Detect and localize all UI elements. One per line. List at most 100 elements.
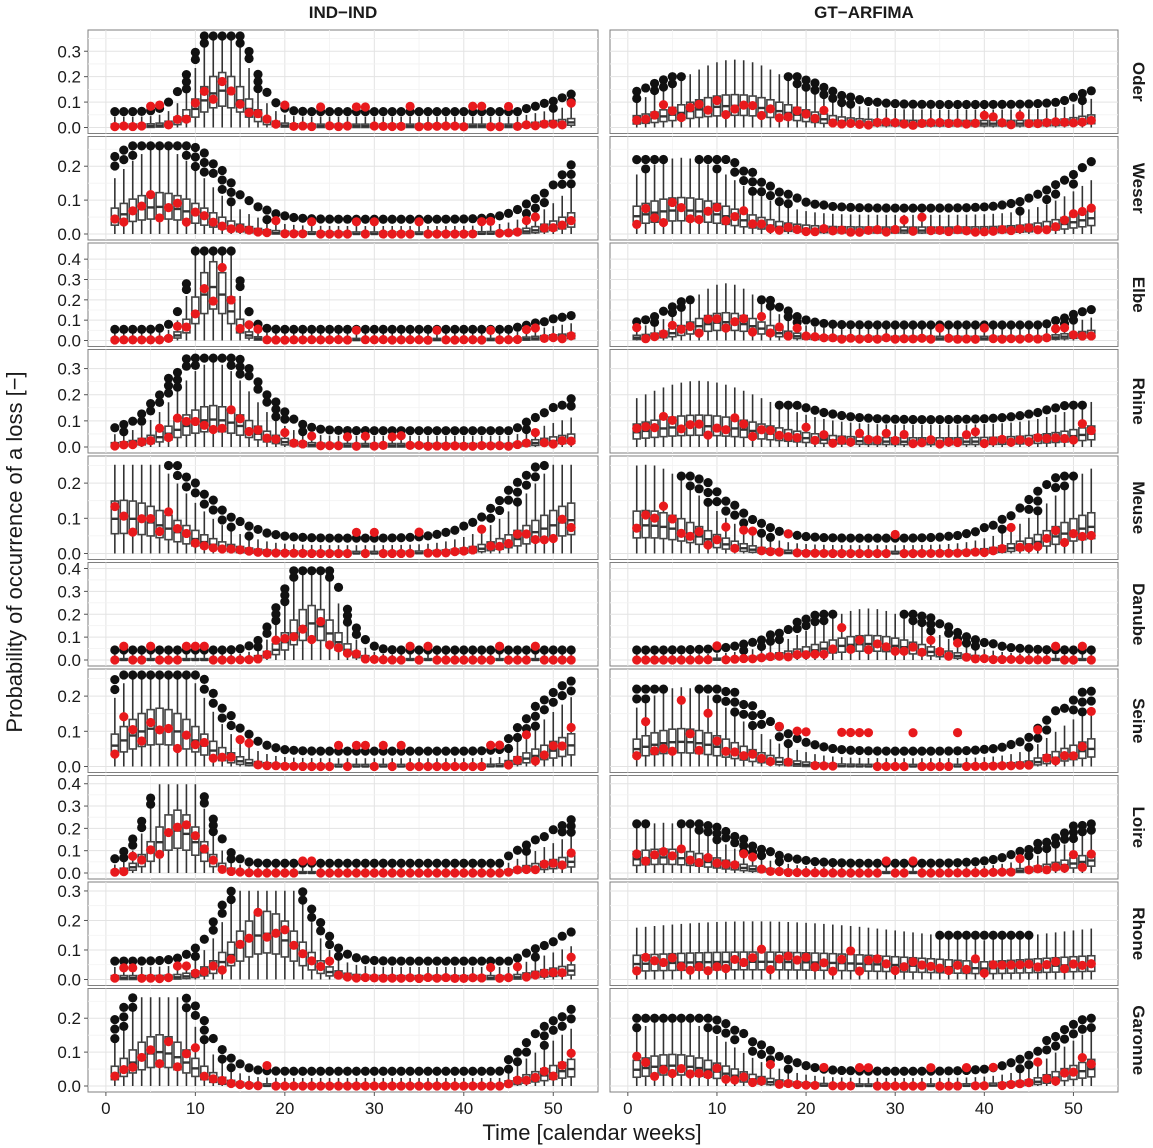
observed-point — [1059, 863, 1070, 873]
outlier-point — [342, 949, 353, 959]
outlier-point — [863, 533, 874, 543]
observed-point — [667, 851, 677, 861]
outlier-point — [226, 886, 236, 896]
outlier-point — [566, 927, 576, 937]
observed-point — [783, 529, 793, 539]
outlier-point — [110, 645, 120, 655]
outlier-point — [172, 670, 183, 680]
observed-point — [1042, 865, 1052, 875]
outlier-point — [1068, 695, 1079, 705]
outlier-point — [944, 203, 954, 213]
outlier-point — [756, 295, 767, 305]
outlier-point — [128, 141, 138, 151]
y-tick-label: 0.3 — [57, 271, 81, 290]
observed-point — [137, 121, 147, 131]
observed-point — [262, 335, 272, 345]
observed-point — [801, 868, 811, 878]
y-tick-label: 0.2 — [57, 819, 81, 838]
outlier-point — [970, 527, 981, 537]
outlier-point — [316, 926, 326, 936]
observed-point — [396, 973, 406, 983]
outlier-point — [378, 107, 388, 117]
observed-point — [730, 317, 740, 327]
observed-point — [208, 94, 218, 104]
observed-point — [387, 335, 397, 345]
observed-point — [846, 227, 856, 237]
outlier-point — [530, 835, 540, 845]
outlier-point — [253, 384, 263, 394]
outlier-point — [649, 317, 660, 327]
observed-point — [459, 229, 469, 239]
outlier-point — [271, 743, 281, 753]
observed-point — [289, 229, 299, 239]
outlier-point — [935, 414, 945, 425]
observed-point — [324, 868, 335, 878]
observed-point — [217, 221, 227, 231]
outlier-point — [944, 414, 954, 425]
outlier-point — [566, 160, 576, 170]
observed-point — [801, 548, 811, 558]
observed-point — [899, 429, 909, 440]
panel-rhone-left: 0.00.10.20.3 — [57, 881, 599, 990]
outlier-point — [235, 362, 245, 372]
outlier-point — [872, 533, 882, 543]
observed-point — [1086, 655, 1096, 665]
outlier-point — [503, 645, 514, 655]
observed-point — [235, 323, 245, 334]
outlier-point — [190, 943, 200, 953]
outlier-point — [217, 908, 227, 918]
outlier-point — [846, 92, 856, 102]
outlier-point — [739, 709, 749, 719]
y-tick-label: 0.1 — [57, 628, 81, 647]
observed-point — [378, 740, 388, 750]
observed-point — [952, 225, 963, 235]
outlier-point — [792, 530, 802, 540]
observed-point — [342, 229, 353, 239]
observed-point — [566, 848, 576, 858]
observed-point — [298, 761, 308, 772]
observed-point — [253, 868, 263, 878]
y-tick-label: 0.2 — [57, 911, 81, 930]
observed-point — [172, 198, 183, 208]
observed-point — [530, 865, 540, 875]
observed-point — [685, 102, 695, 113]
observed-point — [414, 122, 424, 132]
observed-point — [530, 427, 540, 438]
outlier-point — [908, 533, 918, 543]
outlier-point — [163, 460, 174, 471]
outlier-point — [935, 532, 945, 542]
observed-point — [226, 752, 236, 762]
outlier-point — [1024, 732, 1034, 743]
observed-point — [441, 761, 451, 772]
outlier-point — [548, 937, 558, 947]
observed-point — [721, 216, 731, 226]
outlier-point — [521, 470, 532, 480]
observed-point — [863, 333, 874, 344]
outlier-point — [271, 858, 281, 868]
outlier-point — [801, 75, 811, 85]
outlier-point — [298, 213, 308, 223]
observed-point — [676, 695, 686, 705]
outlier-point — [1059, 703, 1070, 713]
observed-point — [961, 868, 972, 878]
observed-point — [548, 119, 558, 129]
observed-point — [387, 229, 397, 239]
observed-point — [632, 655, 642, 665]
observed-point — [712, 95, 722, 106]
observed-point — [774, 721, 784, 731]
outlier-point — [432, 645, 442, 655]
outlier-point — [970, 635, 981, 645]
outlier-point — [190, 353, 200, 363]
row-strip-oder: Oder — [1129, 62, 1148, 102]
observed-point — [199, 641, 209, 651]
observed-point — [863, 548, 874, 559]
outlier-point — [676, 819, 686, 829]
observed-point — [486, 441, 496, 451]
outlier-point — [387, 858, 397, 868]
outlier-point — [405, 426, 415, 436]
outlier-point — [632, 93, 642, 104]
observed-point — [548, 333, 558, 343]
outlier-point — [783, 624, 793, 635]
observed-point — [961, 334, 972, 344]
outlier-point — [163, 670, 174, 680]
